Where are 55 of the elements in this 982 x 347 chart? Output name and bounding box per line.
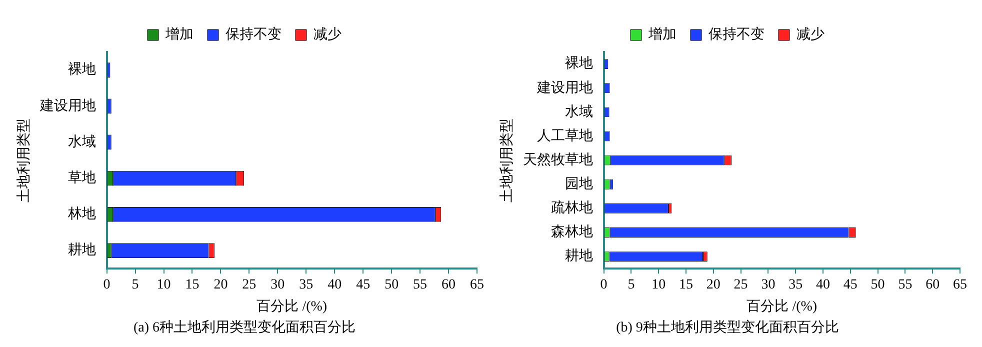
x-axis-title: 百分比 /(%) <box>746 298 818 314</box>
y-tick-label: 草地 <box>68 170 96 186</box>
x-tick-label: 40 <box>328 278 342 293</box>
x-tick-label: 25 <box>242 278 256 293</box>
y-tick-label: 耕地 <box>564 248 593 264</box>
y-tick-label: 水域 <box>564 104 593 120</box>
x-tick-label: 55 <box>413 278 428 293</box>
legend-label: 减少 <box>796 26 824 43</box>
y-tick-label: 园地 <box>564 176 593 192</box>
y-tick-label: 耕地 <box>68 242 96 258</box>
y-tick-label: 水域 <box>68 134 96 150</box>
x-tick-label: 65 <box>953 278 967 293</box>
legend-label: 减少 <box>314 26 342 43</box>
x-tick-label: 50 <box>870 278 885 293</box>
x-tick-label: 10 <box>652 278 666 293</box>
x-tick-label: 40 <box>816 278 830 293</box>
x-tick-label: 50 <box>384 278 399 293</box>
legend-label: 增加 <box>164 26 194 43</box>
y-tick-label: 建设用地 <box>38 98 96 114</box>
x-tick-label: 30 <box>270 278 285 293</box>
y-tick-label: 建设用地 <box>536 80 593 96</box>
x-tick-label: 35 <box>299 278 314 293</box>
y-tick-label: 林地 <box>66 206 96 222</box>
y-tick-label: 裸地 <box>564 56 593 72</box>
text: (a) 6种土地利用类型变化面积百分比 <box>133 319 356 336</box>
legend-label: 保持不变 <box>708 26 764 43</box>
x-tick-label: 65 <box>470 278 484 293</box>
x-tick-label: 0 <box>600 278 608 293</box>
y-axis-title: 土地利用类型 <box>16 118 32 202</box>
x-tick-label: 15 <box>679 278 693 293</box>
x-axis-title: 百分比 /(%) <box>256 298 328 314</box>
x-tick-label: 20 <box>706 278 720 293</box>
x-tick-label: 45 <box>356 278 370 293</box>
y-tick-label: 天然牧草地 <box>522 152 593 168</box>
x-tick-label: 55 <box>898 278 912 293</box>
x-tick-label: 60 <box>442 278 456 293</box>
x-tick-label: 5 <box>628 278 635 293</box>
x-tick-label: 30 <box>761 278 776 293</box>
text: (b) 9种土地利用类型变化面积百分比 <box>616 319 839 336</box>
legend-label: 增加 <box>648 26 676 43</box>
x-tick-label: 60 <box>926 278 940 293</box>
y-tick-label: 森林地 <box>550 224 593 240</box>
y-tick-label: 人工草地 <box>536 128 593 144</box>
legend-label: 保持不变 <box>226 26 282 43</box>
x-tick-label: 10 <box>156 278 171 293</box>
x-tick-label: 0 <box>103 278 110 293</box>
x-tick-label: 35 <box>788 278 803 293</box>
y-tick-label: 疏林地 <box>550 200 593 216</box>
x-tick-label: 45 <box>843 278 858 293</box>
y-tick-label: 裸地 <box>68 62 96 78</box>
x-tick-label: 15 <box>185 278 200 293</box>
x-tick-label: 5 <box>132 278 139 293</box>
y-axis-title: 土地利用类型 <box>499 118 516 202</box>
x-tick-label: 20 <box>214 278 228 293</box>
x-tick-label: 25 <box>734 278 748 293</box>
